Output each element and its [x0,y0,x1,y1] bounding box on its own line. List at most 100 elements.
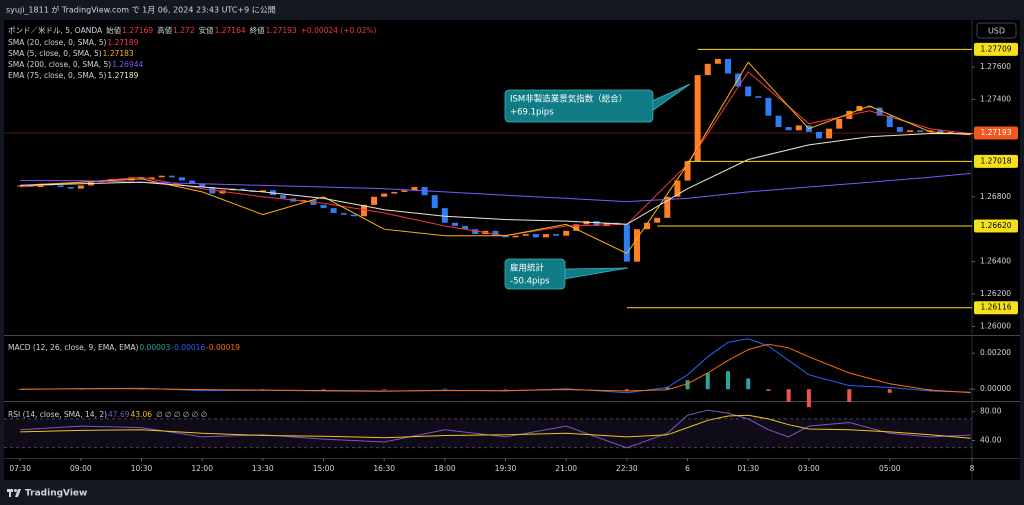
currency-label[interactable]: USD [988,27,1005,36]
moving-average [20,132,971,225]
pane: 80.00 40.00 [4,407,1002,449]
candle [441,208,448,223]
brand-logo [7,489,21,497]
histogram-bar [806,389,811,408]
level-tag [974,301,1018,315]
candle [684,161,691,181]
y-tick-label: 1.27400 [980,94,1011,103]
indicator-value: 43.06 [131,410,153,419]
candle [462,225,469,230]
ohlc-value: 1.27164 [215,26,246,35]
x-tick-label: 10:30 [131,464,153,473]
candle [431,195,438,209]
indicator-name: EMA (75, close, 0, SMA, 5) [8,71,106,80]
candle [745,86,752,97]
ohlc-value: 1.27193 [266,26,297,35]
y-tick-label: 0.00200 [980,348,1011,357]
x-tick-label: 18:00 [434,464,456,473]
histogram-bar [705,373,710,390]
histogram-bar [321,389,326,390]
x-tick-label: 22:30 [616,464,638,473]
candle [755,96,762,98]
candle [371,196,378,205]
indicator-name: SMA (200, close, 0, SMA, 5) [8,60,111,69]
candle [553,234,560,236]
histogram-bar [382,389,387,390]
candle [360,204,367,217]
level-tag [974,219,1018,233]
candle [199,183,206,188]
legend-line: SMA (200, close, 0, SMA, 5)1.26944 [8,60,143,69]
histogram-bar [766,389,771,391]
callout-detail: -50.4pips [510,277,550,287]
candle [391,191,398,194]
candle [633,229,640,262]
level-label: 1.27709 [980,44,1011,53]
candle [623,224,630,262]
histogram-bar [847,389,852,402]
x-tick-label: 07:30 [9,464,31,473]
ohlc-label: 高値 [157,25,172,35]
candle [563,230,570,236]
candle [17,185,24,187]
callout-text: ISM非製造業景気指数（総合） [510,94,627,105]
candle [785,127,792,131]
candle [573,224,580,231]
last-price-tag [974,126,1018,140]
candle [836,118,843,129]
indicator-line [20,414,971,439]
histogram-bar [968,388,973,390]
histogram-bar [786,389,791,402]
candle [350,214,357,217]
moving-average [20,172,971,203]
x-tick-label: 6 [685,464,690,473]
histogram-bar [887,389,892,393]
x-tick-label: 12:00 [191,464,213,473]
y-tick-label: 1.26800 [980,192,1011,201]
legend-line: EMA (75, close, 0, SMA, 5)1.27189 [8,71,139,80]
candle [67,187,74,189]
candle [896,127,903,132]
candle [411,187,418,191]
indicator-line [20,409,971,449]
level-tag [974,42,1018,56]
candle [704,63,711,76]
candle [128,177,135,181]
candle [826,128,833,139]
candle [148,177,155,179]
candle [654,217,661,223]
x-tick-label: 13:30 [252,464,274,473]
callout-detail: +69.1pips [510,108,554,118]
candle [724,58,731,74]
candle [856,105,863,111]
histogram-bar [665,386,670,390]
indicator-value: 1.27183 [103,49,134,58]
candle [57,185,64,188]
candle [593,221,600,226]
ohlc-label: 始値 [106,25,121,35]
candle [815,131,822,139]
indicator-name: MACD (12, 26, close, 9, EMA, EMA) [8,343,138,352]
candle [694,75,701,162]
callout-text: 雇用統計 [510,263,545,274]
candle [927,130,934,132]
indicator-name: RSI (14, close, SMA, 14, 2) [8,410,107,419]
legend-line: RSI (14, close, SMA, 14, 2)47.6943.06 ∅ ∅… [8,410,207,419]
brand-name: TradingView [25,489,87,499]
callout-box [504,258,566,290]
legend-line: SMA (20, close, 0, SMA, 5)1.27189 [8,38,139,47]
callout-box [504,89,654,123]
indicator-extra: ∅ ∅ ∅ ∅ ∅ ∅ [156,410,207,419]
legend-line: MACD (12, 26, close, 9, EMA, EMA)0.00003… [8,343,240,352]
candle [775,115,782,128]
level-tag [974,154,1018,168]
candle [765,97,772,116]
histogram-bar [624,389,629,391]
indicator-value: 1.27189 [107,38,138,47]
candle [451,222,458,226]
candle [178,177,185,181]
indicator-value: 47.69 [108,410,130,419]
currency-button[interactable] [976,22,1017,39]
